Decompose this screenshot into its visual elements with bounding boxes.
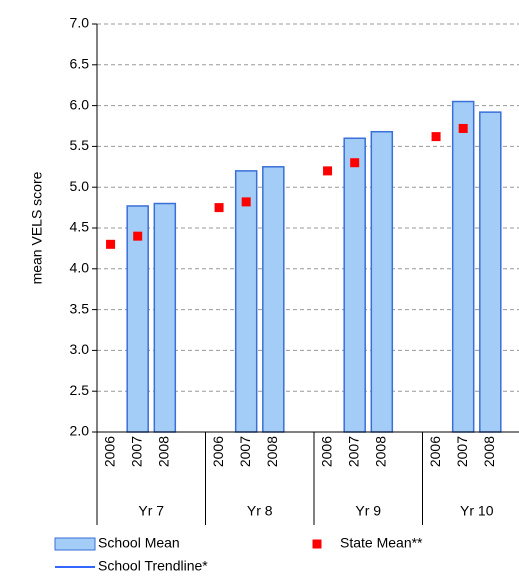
group-label: Yr 9: [355, 503, 381, 519]
y-tick-label: 4.0: [70, 260, 90, 276]
state-marker: [431, 132, 441, 142]
bar: [234, 170, 258, 433]
legend-label: School Trendline*: [98, 558, 208, 574]
y-tick-label: 6.0: [70, 96, 90, 112]
x-tick-label: 2007: [454, 436, 470, 467]
x-tick-label: 2008: [481, 436, 497, 467]
state-marker: [350, 158, 360, 168]
y-tick-label: 3.0: [70, 341, 90, 357]
x-tick-label: 2006: [210, 436, 226, 467]
bar: [153, 202, 177, 433]
bar: [343, 137, 366, 433]
legend-swatch: [312, 539, 322, 549]
y-tick-label: 2.0: [70, 423, 90, 439]
legend-label: School Mean: [98, 535, 180, 551]
x-tick-label: 2008: [264, 436, 280, 467]
x-tick-label: 2006: [101, 436, 117, 467]
x-tick-label: 2008: [373, 436, 389, 467]
y-tick-label: 3.5: [70, 300, 90, 316]
state-marker: [458, 123, 468, 133]
y-tick-label: 5.5: [70, 137, 90, 153]
group-label: Yr 7: [138, 503, 164, 519]
bar: [479, 111, 502, 433]
legend-label: State Mean**: [340, 535, 423, 551]
y-tick-label: 5.0: [70, 178, 90, 194]
group-label: Yr 8: [247, 503, 273, 519]
y-axis-label: mean VELS score: [29, 171, 45, 284]
y-tick-label: 2.5: [70, 382, 90, 398]
x-tick-label: 2007: [128, 436, 144, 467]
bar: [451, 100, 475, 433]
y-tick-label: 6.5: [70, 56, 90, 72]
state-marker: [241, 197, 251, 207]
x-tick-label: 2006: [318, 436, 334, 467]
bar: [370, 130, 394, 433]
state-marker: [214, 203, 224, 213]
x-tick-label: 2006: [427, 436, 443, 467]
x-tick-label: 2007: [237, 436, 253, 467]
y-tick-label: 7.0: [70, 15, 90, 31]
bar: [262, 166, 285, 433]
group-label: Yr 10: [460, 503, 494, 519]
y-tick-label: 4.5: [70, 219, 90, 235]
state-marker: [323, 166, 333, 176]
legend-swatch: [54, 537, 96, 551]
state-marker: [106, 239, 116, 249]
state-marker: [133, 231, 143, 241]
x-tick-label: 2007: [345, 436, 361, 467]
x-tick-label: 2008: [156, 436, 172, 467]
